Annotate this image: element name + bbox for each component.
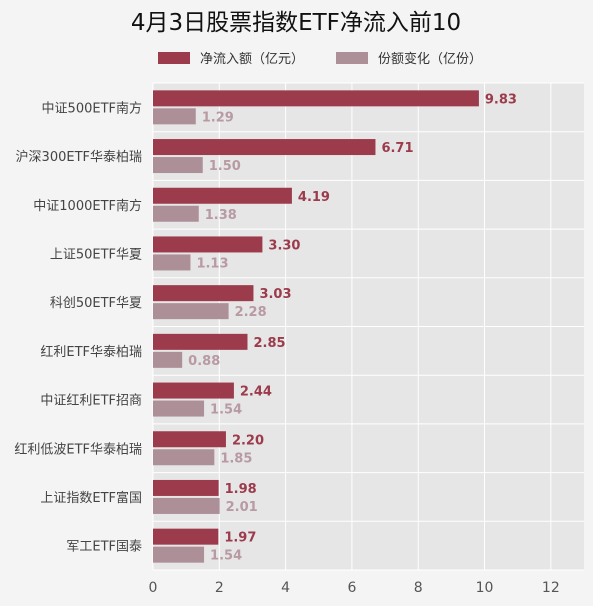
category-labels: 中证500ETF南方沪深300ETF华泰柏瑞中证1000ETF南方上证50ETF… [14, 100, 142, 554]
bar-share-change [153, 157, 203, 174]
bar-share-change [153, 303, 229, 320]
bar-net-inflow [153, 187, 292, 204]
legend-label: 份额变化（亿份） [378, 51, 482, 67]
value-label-net-inflow: 2.85 [253, 336, 285, 351]
legend-swatch [336, 52, 368, 64]
value-labels: 9.83 1.29 6.71 1.50 4.19 1.38 3.30 1.13 3.03 2.28… [188, 92, 517, 563]
bar-share-change [153, 497, 220, 514]
value-label-share-change: 0.88 [188, 354, 220, 369]
bar-net-inflow [153, 139, 376, 156]
x-tick-label: 10 [476, 580, 494, 596]
legend-label: 净流入额（亿元） [200, 52, 304, 67]
bars [153, 90, 479, 563]
value-label-share-change: 1.13 [196, 256, 228, 271]
value-label-share-change: 1.50 [209, 159, 241, 174]
bar-net-inflow [153, 528, 219, 545]
bar-net-inflow [153, 479, 219, 496]
bar-share-change [153, 351, 183, 368]
category-label: 红利ETF华泰柏瑞 [40, 344, 142, 360]
value-label-net-inflow: 1.97 [224, 531, 256, 546]
category-label: 中证红利ETF招商 [40, 393, 142, 409]
bar-share-change [153, 205, 199, 222]
category-label: 中证500ETF南方 [42, 100, 142, 116]
value-label-share-change: 1.85 [220, 451, 252, 466]
x-tick-label: 12 [542, 580, 560, 596]
value-label-share-change: 1.54 [210, 403, 242, 418]
bar-net-inflow [153, 333, 248, 350]
x-tick-label: 4 [281, 580, 290, 596]
grid-lines [152, 82, 584, 571]
legend-swatch [158, 52, 190, 64]
value-label-net-inflow: 6.71 [381, 141, 413, 156]
category-label: 中证1000ETF南方 [33, 198, 142, 214]
value-label-net-inflow: 3.30 [268, 238, 300, 253]
value-label-net-inflow: 9.83 [485, 92, 517, 107]
bar-net-inflow [153, 90, 479, 107]
x-tick-labels: 0 2 4 6 8 10 12 [149, 580, 560, 596]
value-label-net-inflow: 2.20 [232, 433, 264, 448]
bar-share-change [153, 254, 191, 271]
value-label-share-change: 2.28 [235, 305, 267, 320]
category-label: 沪深300ETF华泰柏瑞 [16, 149, 142, 165]
bar-net-inflow [153, 285, 254, 302]
chart-title: 4月3日股票指数ETF净流入前10 [131, 10, 461, 36]
value-label-share-change: 1.54 [210, 549, 242, 564]
legend: 净流入额（亿元） 份额变化（亿份） [158, 51, 482, 67]
bar-net-inflow [153, 431, 226, 448]
bar-net-inflow [153, 236, 263, 253]
value-label-net-inflow: 2.44 [240, 385, 272, 400]
x-tick-label: 2 [215, 580, 224, 596]
value-label-net-inflow: 3.03 [259, 287, 291, 302]
category-label: 军工ETF国泰 [66, 540, 142, 555]
value-label-share-change: 1.29 [202, 110, 234, 125]
bar-share-change [153, 546, 205, 563]
value-label-share-change: 1.38 [205, 208, 237, 223]
value-label-net-inflow: 1.98 [225, 482, 257, 497]
bar-net-inflow [153, 382, 234, 399]
category-label: 科创50ETF华夏 [50, 296, 142, 311]
category-label: 红利低波ETF华泰柏瑞 [14, 441, 142, 457]
bar-share-change [153, 108, 196, 125]
category-label: 上证指数ETF富国 [40, 490, 142, 506]
category-label: 上证50ETF华夏 [50, 247, 142, 262]
value-label-net-inflow: 4.19 [298, 190, 330, 205]
x-tick-label: 8 [414, 580, 423, 596]
bar-share-change [153, 400, 205, 417]
x-tick-label: 0 [149, 580, 158, 596]
bar-share-change [153, 449, 215, 466]
value-label-share-change: 2.01 [226, 500, 258, 515]
x-tick-label: 6 [347, 580, 356, 596]
